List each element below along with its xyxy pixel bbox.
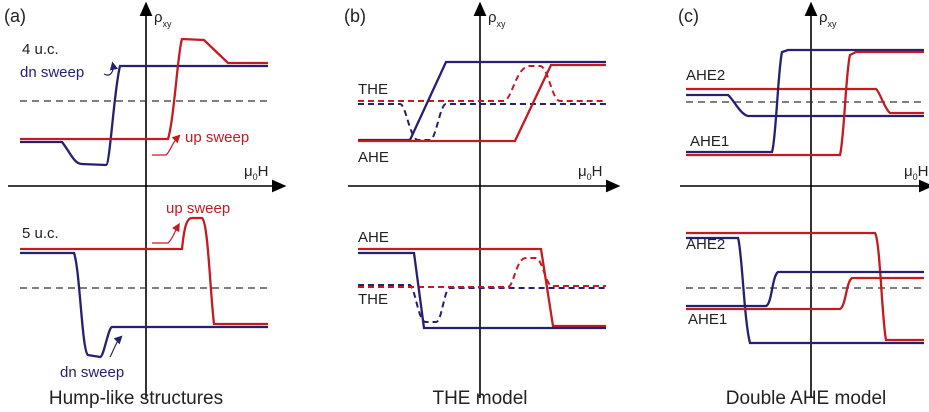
panel-a-top-up-label: up sweep [185,129,249,146]
panel-c-top-ahe2-dn [686,93,924,118]
panel-b-bottom-ahe-label: AHE [358,229,389,246]
panel-b-bottom-ahe-dn [358,251,606,330]
panel-c-label: (c) [678,6,699,26]
panel-c-bottom-ahe2-dn [686,236,924,345]
panel-c-bottom-ahe1-dn [686,270,924,308]
panel-b-top-ahe-label: AHE [358,149,389,166]
panel-c: (c) ρxy μ0H AHE2 AHE1 AHE2 AHE1 Double A… [678,1,929,409]
panel-a-top-title: 4 u.c. [22,41,59,58]
panel-b-top-the-dn [358,103,606,141]
panel-a-bottom-dn-arrow [109,335,123,358]
panel-a-y-axis-label: ρxy [154,9,172,29]
panel-b-bottom-the-label: THE [358,291,388,308]
panel-b-top-the-label: THE [358,81,388,98]
panel-a-top-up-arrow [152,134,181,156]
panel-c-bottom-ahe1-label: AHE1 [688,311,727,328]
panel-c-x-axis-label: μ0H [904,163,929,182]
panel-a-label: (a) [4,6,26,26]
panel-a-top-dn-label: dn sweep [20,64,84,81]
panel-b-top-the-up [358,65,606,102]
panel-b-top-ahe-up [358,63,606,143]
panel-a-top-dn-curve [20,64,268,167]
panel-a: (a) ρxy μ0H 4 u.c. dn sweep up sweep 5 u… [4,1,287,409]
panel-a-top-up-curve [20,37,268,141]
panel-a-bottom-up-label: up sweep [166,200,230,217]
panel-c-top-ahe1-up [686,50,924,157]
panel-c-y-axis-label: ρxy [819,9,837,29]
panel-a-top-dn-arrow [103,61,119,76]
panel-c-top-ahe2-label: AHE2 [686,67,725,84]
panel-a-caption: Hump-like structures [49,388,223,409]
panel-b-bottom-ahe-up [358,247,606,328]
panel-c-top-ahe1-label: AHE1 [690,133,729,150]
panel-a-x-axis-label: μ0H [244,163,269,182]
panel-b-label: (b) [344,6,366,26]
panel-a-bottom-dn-curve [20,251,268,359]
panel-b-caption: THE model [432,388,527,409]
panel-c-bottom-ahe1-up [686,276,924,311]
panel-b-y-axis-label: ρxy [488,9,506,29]
panel-a-bottom-up-arrow [152,222,180,244]
panel-c-caption: Double AHE model [726,388,887,409]
panel-a-bottom-up-curve [20,216,268,326]
panel-c-bottom-ahe2-label: AHE2 [686,236,725,253]
panel-c-bottom-ahe2-up [686,231,924,342]
panel-b-x-axis-label: μ0H [578,163,603,182]
panel-b-bottom-the-up [358,257,606,288]
panel-b-bottom-the-dn [358,284,606,323]
panel-a-bottom-dn-label: dn sweep [60,364,124,381]
panel-b: (b) ρxy μ0H THE AHE AHE THE THE model [344,1,621,409]
panel-c-top-ahe1-dn [686,48,924,154]
panel-a-bottom-title: 5 u.c. [22,225,59,242]
panel-c-top-ahe2-up [686,87,924,115]
